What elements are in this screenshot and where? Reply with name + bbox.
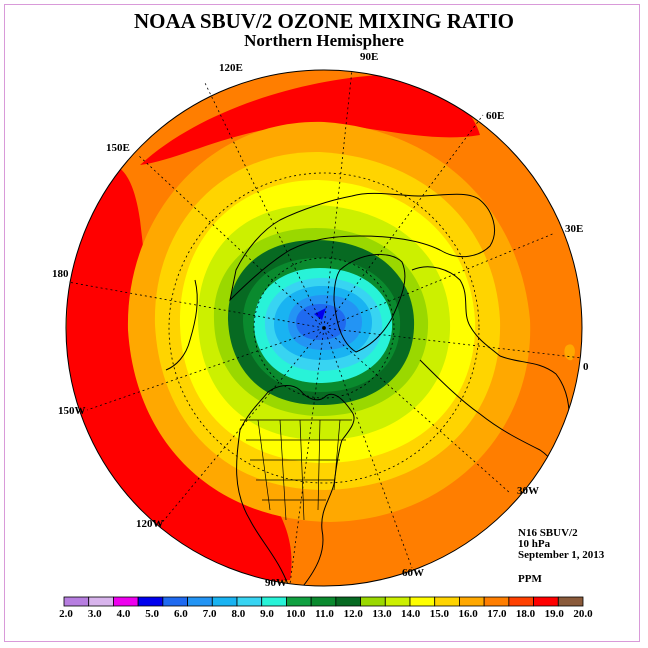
units-label: PPM	[518, 573, 542, 585]
meridian-180	[67, 281, 325, 329]
colorbar-tick-label: 5.0	[145, 608, 160, 620]
lon-label-180: 180	[52, 268, 69, 280]
band-19-20-north	[140, 75, 480, 165]
lon-label-150w: 150W	[58, 405, 86, 417]
lon-label-60w: 60W	[402, 567, 424, 579]
alaska-coast	[165, 279, 198, 371]
lon-label-90e: 90E	[360, 51, 379, 63]
band-16-17-spot	[564, 344, 575, 361]
lon-label-60e: 60E	[486, 110, 505, 122]
latitude-circle-45	[168, 172, 480, 484]
map-title: NOAA SBUV/2 OZONE MIXING RATIO	[134, 9, 514, 33]
greenland-coast	[333, 253, 406, 353]
colorbar-tick-label: 11.0	[315, 608, 334, 620]
colorbar-tick-label: 6.0	[174, 608, 188, 620]
instrument-label: N16 SBUV/2	[518, 527, 578, 539]
graticule	[67, 69, 583, 585]
meridian-150w	[86, 327, 325, 411]
band-4-5	[314, 308, 326, 320]
colorbar-tick-label: 16.0	[458, 608, 478, 620]
lon-label-120w: 120W	[136, 518, 164, 530]
meridian-120e	[204, 82, 325, 329]
lon-label-90w: 90W	[265, 577, 287, 589]
figure-frame	[4, 4, 640, 642]
meridian-90w	[289, 327, 325, 585]
colorbar-tick-label: 8.0	[231, 608, 246, 620]
europe-coast	[411, 266, 570, 441]
lon-label-120e: 120E	[219, 62, 243, 74]
meridian-30e	[323, 232, 556, 329]
lon-label-0: 0	[583, 361, 589, 373]
colorbar-tick-label: 15.0	[429, 608, 449, 620]
colorbar-tick-label: 17.0	[487, 608, 507, 620]
colorbar-tick-label: 20.0	[573, 608, 593, 620]
colorbar-tick-label: 9.0	[260, 608, 274, 620]
lon-label-30e: 30E	[565, 223, 584, 235]
meridian-90e	[323, 69, 353, 329]
colorbar-tick-label: 12.0	[343, 608, 363, 620]
meridian-30w	[323, 327, 511, 494]
colorbar-tick-label: 13.0	[372, 608, 392, 620]
colorbar-tick-label: 19.0	[544, 608, 564, 620]
colorbar-tick-label: 14.0	[401, 608, 421, 620]
us-state-lines	[240, 419, 352, 521]
colorbar-tick-label: 2.0	[59, 608, 73, 620]
colorbar-tick-label: 4.0	[116, 608, 131, 620]
colorbar-tick-label: 10.0	[286, 608, 306, 620]
asia-arctic-coast	[229, 192, 495, 302]
meridian-0	[323, 327, 583, 359]
lon-label-150e: 150E	[106, 142, 130, 154]
pressure-level-label: 10 hPa	[518, 538, 551, 550]
globe-outline	[65, 69, 583, 587]
meridian-150e	[137, 154, 325, 329]
colorbar-tick-label: 3.0	[87, 608, 102, 620]
colorbar-tick-label: 18.0	[515, 608, 536, 620]
colorbar-tick-label: 7.0	[202, 608, 217, 620]
map-subtitle: Northern Hemisphere	[244, 31, 404, 50]
meridian-60e	[323, 114, 484, 329]
coastlines	[165, 192, 570, 586]
lon-label-30w: 30W	[517, 485, 539, 497]
north-america-coast	[236, 385, 355, 586]
latitude-circle-70	[253, 257, 395, 399]
date-label: September 1, 2013	[518, 549, 605, 561]
